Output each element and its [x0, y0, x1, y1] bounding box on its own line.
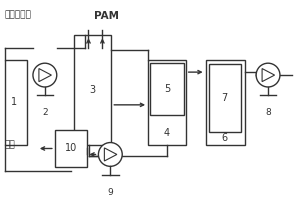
Circle shape: [256, 63, 280, 87]
Text: 3: 3: [89, 85, 95, 95]
Text: 聚硫氯化铝: 聚硫氯化铝: [4, 11, 31, 20]
Bar: [208, 64, 241, 132]
Polygon shape: [104, 148, 117, 161]
Text: 2: 2: [42, 108, 48, 117]
Polygon shape: [262, 69, 274, 82]
Text: 9: 9: [107, 188, 113, 197]
Text: 1: 1: [11, 97, 17, 107]
Text: 10: 10: [64, 143, 77, 153]
Bar: [5, 60, 27, 145]
Polygon shape: [39, 69, 51, 82]
Text: 4: 4: [164, 128, 170, 138]
Circle shape: [33, 63, 57, 87]
Bar: [206, 60, 245, 145]
Text: PAM: PAM: [94, 11, 119, 21]
Text: 滤液: 滤液: [4, 140, 15, 149]
Text: 6: 6: [221, 133, 227, 143]
Text: 5: 5: [164, 84, 170, 94]
Bar: [148, 60, 186, 145]
Text: 8: 8: [265, 108, 271, 117]
Bar: [55, 130, 86, 167]
Circle shape: [98, 143, 122, 166]
Text: 7: 7: [221, 93, 227, 103]
Bar: [150, 63, 184, 115]
Bar: [74, 35, 111, 145]
